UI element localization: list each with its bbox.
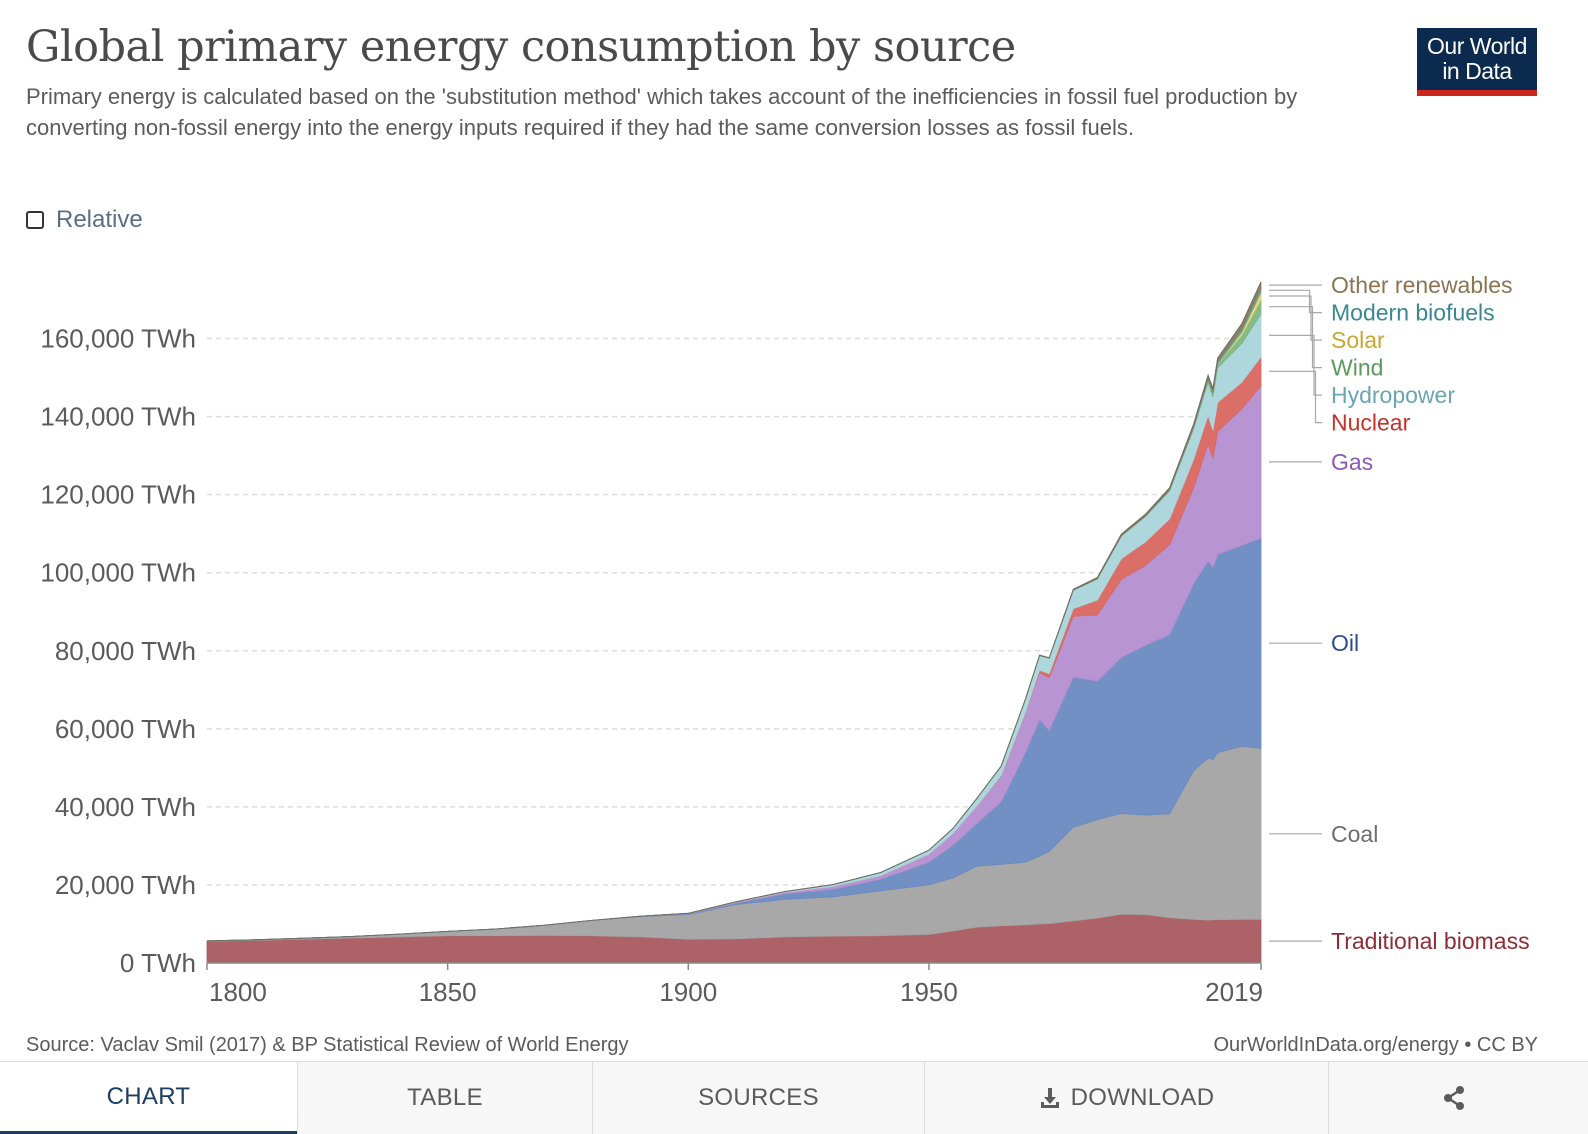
y-tick-label: 120,000 TWh — [40, 480, 196, 510]
legend-label-oil[interactable]: Oil — [1331, 630, 1359, 656]
legend-label-solar[interactable]: Solar — [1331, 327, 1385, 353]
tab-table[interactable]: TABLE — [297, 1062, 592, 1134]
legend-label-other-renewables[interactable]: Other renewables — [1331, 272, 1513, 298]
legend-label-coal[interactable]: Coal — [1331, 821, 1378, 847]
y-tick-label: 60,000 TWh — [55, 714, 196, 744]
y-tick-label: 80,000 TWh — [55, 636, 196, 666]
legend-label-hydropower[interactable]: Hydropower — [1331, 382, 1455, 408]
legend-label-modern-biofuels[interactable]: Modern biofuels — [1331, 300, 1495, 326]
legend-label-traditional-biomass[interactable]: Traditional biomass — [1331, 928, 1530, 954]
relative-label: Relative — [56, 206, 143, 233]
legend-connector-hydropower — [1269, 334, 1322, 396]
axes: 0 TWh 20,000 TWh 40,000 TWh 60,000 TWh 80,00… — [40, 324, 1263, 1007]
x-tick-label: 1900 — [659, 977, 717, 1007]
tab-bar: CHART TABLE SOURCES DOWNLOAD — [0, 1061, 1588, 1134]
tab-download[interactable]: DOWNLOAD — [924, 1062, 1328, 1134]
tab-sources[interactable]: SOURCES — [592, 1062, 924, 1134]
x-tick-label: 1950 — [900, 977, 958, 1007]
chart-subtitle: Primary energy is calculated based on th… — [26, 84, 1298, 140]
tab-sources-label: SOURCES — [698, 1084, 819, 1111]
tab-download-label: DOWNLOAD — [1070, 1084, 1215, 1111]
x-tick-label: 1800 — [209, 977, 267, 1007]
y-tick-label: 140,000 TWh — [40, 402, 196, 432]
x-tick-label: 2019 — [1205, 977, 1263, 1007]
relative-checkbox[interactable] — [26, 211, 44, 229]
legend-label-wind[interactable]: Wind — [1331, 355, 1383, 381]
source-note: Source: Vaclav Smil (2017) & BP Statisti… — [26, 1034, 629, 1056]
tab-chart-label: CHART — [106, 1082, 191, 1110]
grid-lines — [207, 337, 1261, 886]
logo-line-1: Our World — [1427, 33, 1527, 59]
y-tick-label: 40,000 TWh — [55, 792, 196, 822]
relative-toggle[interactable]: Relative — [26, 206, 143, 234]
tab-chart[interactable]: CHART — [0, 1062, 297, 1134]
legend-connector-wind — [1269, 306, 1322, 369]
download-icon — [1040, 1088, 1059, 1108]
tab-share[interactable] — [1328, 1062, 1588, 1134]
area-chart: 0 TWh 20,000 TWh 40,000 TWh 60,000 TWh 80,00… — [40, 272, 1530, 1007]
y-tick-label: 160,000 TWh — [40, 324, 196, 354]
x-tick-label: 1850 — [419, 977, 477, 1007]
legend-connector-nuclear — [1269, 370, 1322, 424]
owid-logo[interactable]: Our World in Data — [1417, 28, 1537, 96]
legend-connector-modern-biofuels — [1269, 289, 1322, 314]
y-tick-label: 0 TWh — [120, 948, 196, 978]
series-areas — [206, 281, 1262, 964]
chart-title: Global primary energy consumption by sou… — [26, 22, 1016, 72]
legend-connector-solar — [1269, 295, 1322, 341]
legend-label-gas[interactable]: Gas — [1331, 449, 1373, 475]
y-tick-label: 100,000 TWh — [40, 558, 196, 588]
tab-table-label: TABLE — [407, 1084, 483, 1111]
license-link[interactable]: OurWorldInData.org/energy • CC BY — [1213, 1034, 1538, 1056]
logo-line-2: in Data — [1442, 58, 1512, 84]
legend-label-nuclear[interactable]: Nuclear — [1331, 410, 1411, 436]
total-outline — [206, 281, 1262, 942]
y-tick-label: 20,000 TWh — [55, 870, 196, 900]
share-icon — [1443, 1086, 1464, 1110]
